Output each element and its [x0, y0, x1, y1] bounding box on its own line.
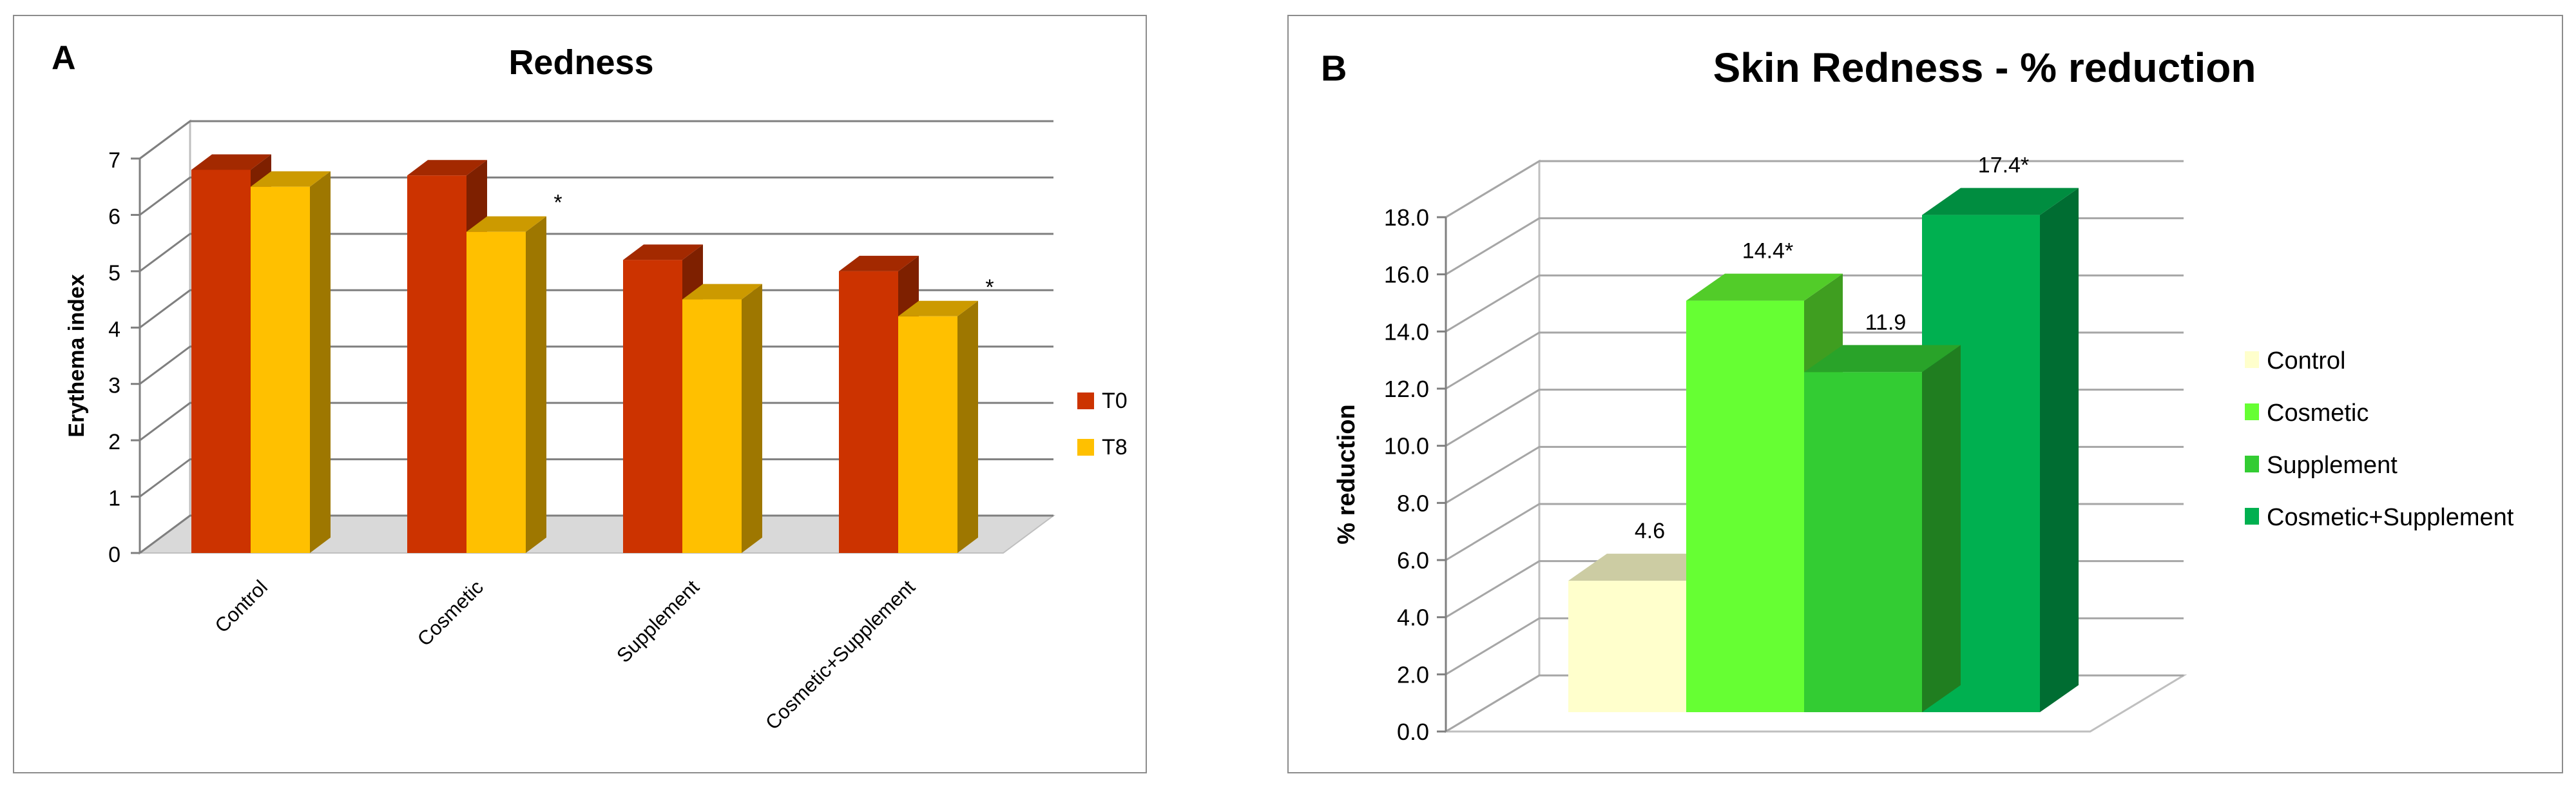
chart-title: Redness	[508, 43, 653, 82]
y-tick-label: 16.0	[1384, 262, 1429, 288]
panel-letter-b: B	[1321, 48, 1347, 88]
data-label: 17.4*	[1978, 153, 2029, 178]
bar-t0-top	[407, 160, 487, 176]
gridline	[139, 514, 1053, 554]
bar-t8	[898, 300, 978, 553]
bar-t0-front	[407, 175, 466, 553]
bar-t0-front	[191, 170, 251, 553]
redness-chart-svg: A Redness 0 1 2 3 4 5 6 7 Erythema index Control * Co…	[52, 39, 1128, 734]
bar-t8-top	[898, 300, 978, 316]
bar-t8-front	[898, 316, 957, 553]
legend-swatch	[1077, 392, 1094, 409]
gridline	[139, 402, 1053, 441]
gridline	[139, 176, 1053, 216]
significance-marker: *	[985, 275, 994, 300]
y-axis-label: % reduction	[1333, 404, 1360, 544]
legend-swatch	[2245, 403, 2259, 420]
bar-supplement-front	[1804, 372, 1922, 712]
y-tick-label: 4	[108, 317, 120, 342]
data-label: 11.9	[1865, 310, 1907, 334]
y-tick-label: 0.0	[1397, 719, 1429, 745]
bar-cosmetic-front	[1686, 300, 1804, 713]
legend-label: Supplement	[2267, 452, 2398, 479]
panel-letter-a: A	[52, 39, 76, 77]
y-tick-label: 6	[108, 204, 120, 229]
gridline	[139, 120, 1053, 160]
bar-t8-side	[742, 284, 762, 553]
gridline	[139, 289, 1053, 329]
bar-t0-top	[623, 244, 703, 260]
legend-label: T8	[1102, 435, 1128, 460]
legend-swatch	[2245, 351, 2259, 368]
side-wall	[139, 119, 191, 555]
y-tick-label: 18.0	[1384, 204, 1429, 231]
y-tick-label: 5	[108, 261, 120, 286]
bar-t8-side	[310, 171, 331, 553]
y-tick-label: 1	[108, 487, 120, 511]
bar-cosmetic-top	[1686, 273, 1843, 301]
category-label: Control	[211, 576, 272, 637]
y-tick-label: 2	[108, 430, 120, 454]
bar-control-front	[1568, 581, 1686, 712]
data-label: 14.4*	[1742, 239, 1793, 264]
bar-t8	[251, 171, 331, 553]
bar-t0-front	[839, 271, 898, 553]
y-tick-label: 10.0	[1384, 433, 1429, 460]
legend-label: Cosmetic+Supplement	[2267, 504, 2514, 531]
chart-title: Skin Redness - % reduction	[1713, 44, 2256, 91]
bar-t8	[466, 216, 546, 554]
reduction-chart-svg: B Skin Redness - % reduction 0.0 2.0 4.0 6.0 8…	[1321, 44, 2514, 745]
y-tick-label: 14.0	[1384, 318, 1429, 345]
category-label: Cosmetic+Supplement	[761, 576, 919, 734]
y-tick-label: 6.0	[1397, 547, 1429, 574]
legend-swatch	[1077, 439, 1094, 456]
bar-supplement	[1804, 345, 1961, 712]
gridline	[139, 345, 1053, 385]
y-tick-label: 12.0	[1384, 376, 1429, 402]
legend-label: Cosmetic	[2267, 400, 2369, 427]
gridline	[139, 458, 1053, 498]
y-axis-label: Erythema index	[64, 274, 89, 437]
bar-t8-front	[251, 186, 310, 553]
bar-t8	[682, 284, 762, 553]
bar-t8-top	[466, 216, 546, 232]
panel-a-redness-chart: A Redness 0 1 2 3 4 5 6 7 Erythema index Control * Co…	[13, 15, 1147, 773]
bar-t0-front	[623, 260, 682, 553]
gridline	[1445, 160, 2184, 218]
legend-swatch	[2245, 456, 2259, 472]
y-tick-label: 0	[108, 543, 120, 567]
bar-cosmetic-supplement-top	[1922, 188, 2079, 215]
bar-t8-front	[466, 231, 526, 553]
data-label: 4.6	[1635, 519, 1665, 543]
bar-t8-top	[251, 171, 331, 187]
bar-t0-top	[839, 255, 919, 271]
bar-t8-front	[682, 299, 742, 553]
legend-swatch	[2245, 508, 2259, 525]
y-tick-label: 8.0	[1397, 490, 1429, 516]
y-tick-label: 3	[108, 374, 120, 398]
bar-supplement-side	[1922, 345, 1961, 712]
category-label: Cosmetic	[413, 576, 488, 650]
bar-t8-side	[957, 300, 978, 553]
y-tick-label: 2.0	[1397, 661, 1429, 688]
legend-label: T0	[1102, 389, 1128, 413]
bar-control-top	[1568, 554, 1725, 581]
bar-t8-top	[682, 284, 762, 300]
panel-b-reduction-chart: B Skin Redness - % reduction 0.0 2.0 4.0 6.0 8…	[1287, 15, 2563, 773]
legend-label: Control	[2267, 347, 2346, 374]
bar-t8-side	[526, 216, 546, 554]
bar-cosmetic-supplement-side	[2040, 188, 2079, 713]
significance-marker: *	[553, 191, 562, 215]
bar-supplement-top	[1804, 345, 1961, 373]
bar-t0-top	[191, 154, 271, 170]
y-tick-label: 4.0	[1397, 605, 1429, 631]
y-tick-label: 7	[108, 148, 120, 173]
gridline	[139, 233, 1053, 273]
category-label: Supplement	[612, 576, 704, 667]
